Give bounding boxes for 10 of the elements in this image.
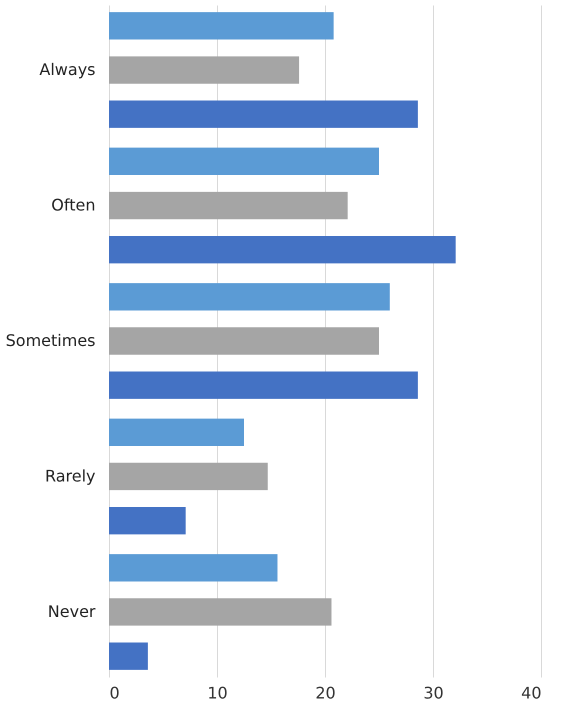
- x-tick-label: 0: [110, 684, 120, 702]
- y-tick-label: Rarely: [44, 466, 96, 486]
- x-tick-label: 20: [315, 684, 336, 702]
- y-tick-label: Sometimes: [6, 331, 96, 350]
- y-tick-label: Never: [48, 602, 96, 621]
- x-tick-label: 10: [207, 684, 228, 702]
- x-tick-label: 40: [521, 684, 542, 702]
- y-tick-label: Always: [39, 60, 96, 80]
- x-tick-label: 30: [423, 684, 444, 702]
- y-tick-label: Often: [51, 196, 96, 215]
